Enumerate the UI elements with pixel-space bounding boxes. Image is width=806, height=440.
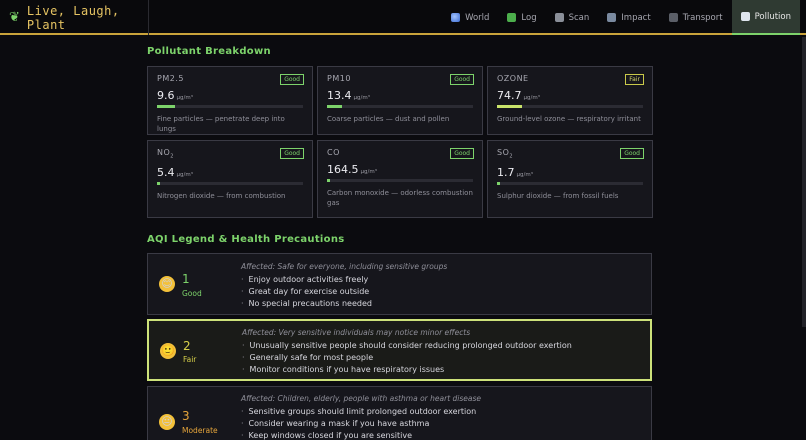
nav-item-world[interactable]: World: [442, 0, 498, 35]
list-item: Sensitive groups should limit prolonged …: [241, 406, 477, 418]
aqi-level-fair: 🙂 2 Fair Affected: Very sensitive indivi…: [147, 319, 652, 381]
pollutant-name: OZONE: [497, 74, 529, 83]
pollutant-card-co: CO Good 164.5 μg/m³ Carbon monoxide — odo…: [317, 140, 483, 218]
level-bar: [497, 105, 643, 108]
nav-label: World: [465, 12, 490, 23]
pollutant-description: Sulphur dioxide — from fossil fuels: [497, 191, 619, 200]
list-item: Great day for exercise outside: [241, 286, 372, 298]
aqi-number: 2: [183, 339, 191, 353]
level-bar: [157, 181, 303, 185]
aqi-level-label: Fair: [183, 355, 197, 364]
pollutant-card-pm10: PM10 Good 13.4 μg/m³ Coarse particles — d…: [317, 66, 483, 135]
pollutant-card-so2: SO2 Good 1.7 μg/m³ Sulphur dioxide — from…: [487, 140, 653, 218]
list-item: Consider wearing a mask if you have asth…: [241, 418, 476, 430]
pollutant-card-ozone: OZONE Fair 74.7 μg/m³ Ground-level ozone …: [487, 66, 653, 135]
level-fill: [157, 181, 160, 185]
pollutant-value: 74.7 μg/m³: [497, 89, 540, 102]
aqi-number: 3: [182, 409, 190, 423]
app-header: ❦ Live, Laugh, Plant World Log Scan Impa…: [0, 0, 806, 35]
nav-item-impact[interactable]: Impact: [598, 0, 659, 35]
aqi-number: 1: [182, 272, 190, 286]
level-fill: [327, 179, 330, 182]
chart-up-icon: [740, 12, 750, 21]
status-badge: Good: [450, 74, 474, 85]
nav-label: Log: [521, 12, 537, 23]
nav-item-transport[interactable]: Transport: [660, 0, 732, 35]
precaution-list: Sensitive groups should limit prolonged …: [241, 406, 477, 440]
pollutant-description: Fine particles — penetrate deep into lun…: [157, 115, 285, 133]
pollutant-description: Nitrogen dioxide — from combustion: [157, 191, 286, 200]
aqi-legend-title: AQI Legend & Health Precautions: [147, 234, 345, 245]
scrollbar[interactable]: [802, 37, 806, 327]
level-fill: [327, 105, 342, 108]
leaf-icon: ❦: [9, 10, 20, 25]
level-bar: [327, 179, 473, 182]
chart-icon: [607, 13, 617, 22]
status-badge: Good: [280, 148, 304, 159]
nav-label: Impact: [621, 12, 651, 23]
list-item: Enjoy outdoor activities freely: [241, 274, 372, 286]
aqi-level-label: Moderate: [182, 426, 218, 435]
pollutant-card-no2: NO2 Good 5.4 μg/m³ Nitrogen dioxide — fro…: [147, 140, 313, 218]
pollutant-name: PM2.5: [157, 74, 184, 83]
level-bar: [497, 181, 643, 185]
precaution-list: Unusually sensitive people should consid…: [242, 340, 572, 376]
precaution-list: Enjoy outdoor activities freely Great da…: [241, 274, 372, 310]
pollutant-name: CO: [327, 148, 340, 157]
nav-label: Scan: [568, 12, 590, 23]
aqi-level-moderate: 😐 3 Moderate Affected: Children, elderly…: [147, 386, 652, 440]
level-bar: [327, 105, 473, 108]
aqi-level-good: 😊 1 Good Affected: Safe for everyone, in…: [147, 253, 652, 315]
status-badge: Fair: [625, 74, 644, 85]
pollutant-value: 9.6 μg/m³: [157, 89, 193, 102]
app-title: Live, Laugh, Plant: [26, 3, 120, 32]
affected-text: Affected: Very sensitive individuals may…: [242, 328, 471, 337]
nav-item-log[interactable]: Log: [498, 0, 545, 35]
pollutant-name: SO2: [497, 148, 514, 160]
pollutant-value: 5.4 μg/m³: [157, 165, 193, 179]
car-icon: [668, 13, 678, 22]
list-item: No special precautions needed: [241, 298, 372, 310]
status-badge: Good: [620, 148, 644, 159]
pollutant-card-pm25: PM2.5 Good 9.6 μg/m³ Fine particles — pen…: [147, 66, 313, 135]
smile-face-icon: 😊: [159, 276, 175, 292]
neutral-face-icon: 😐: [159, 414, 175, 430]
list-item: Unusually sensitive people should consid…: [242, 340, 572, 352]
list-item: Monitor conditions if you have respirato…: [242, 364, 572, 376]
nav-label: Transport: [682, 12, 723, 23]
aqi-level-label: Good: [182, 289, 202, 298]
list-item: Keep windows closed if you are sensitive: [241, 430, 476, 440]
level-fill: [497, 105, 522, 108]
pollutant-value: 1.7 μg/m³: [497, 165, 533, 179]
nav-label: Pollution: [754, 11, 791, 22]
nav-item-pollution[interactable]: Pollution: [731, 0, 800, 35]
pollutant-description: Ground-level ozone — respiratory irritan…: [497, 115, 641, 123]
status-badge: Good: [450, 148, 474, 159]
level-fill: [497, 181, 500, 185]
affected-text: Affected: Children, elderly, people with…: [241, 394, 482, 403]
top-nav: World Log Scan Impact Transport Pollutio…: [442, 0, 800, 35]
brand[interactable]: ❦ Live, Laugh, Plant: [0, 0, 149, 35]
pollutant-name: PM10: [327, 74, 351, 83]
globe-icon: [451, 13, 461, 22]
pollutant-breakdown-title: Pollutant Breakdown: [147, 46, 271, 57]
affected-text: Affected: Safe for everyone, including s…: [241, 262, 448, 271]
nav-item-scan[interactable]: Scan: [546, 0, 599, 35]
pollutant-description: Carbon monoxide — odorless combustion ga…: [327, 189, 473, 207]
pollutant-description: Coarse particles — dust and pollen: [327, 115, 450, 123]
list-item: Generally safe for most people: [242, 352, 572, 364]
checkbox-icon: [507, 13, 517, 22]
status-badge: Good: [280, 74, 304, 85]
scanner-icon: [554, 13, 564, 22]
level-fill: [157, 105, 175, 108]
level-bar: [157, 105, 303, 108]
slight-smile-face-icon: 🙂: [160, 343, 176, 359]
pollutant-name: NO2: [157, 148, 174, 160]
pollutant-value: 13.4 μg/m³: [327, 89, 370, 102]
pollutant-value: 164.5 μg/m³: [327, 163, 377, 176]
